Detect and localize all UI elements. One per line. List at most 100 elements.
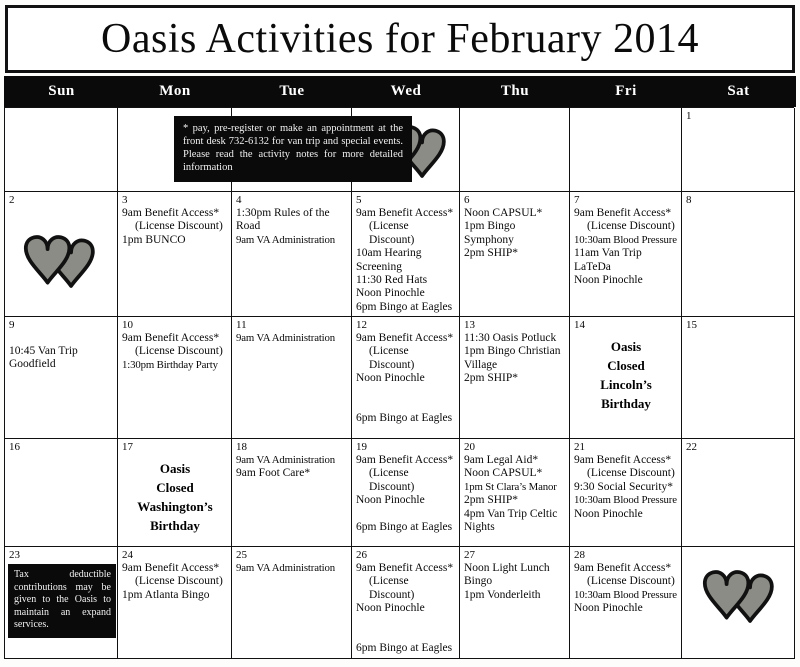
event-list: 9am Benefit Access* (License Discount) 10:… xyxy=(574,562,678,616)
event-item[interactable]: (License Discount) xyxy=(135,345,223,358)
event-item[interactable]: (License Discount) xyxy=(587,220,675,233)
event-item[interactable]: Noon Pinochle xyxy=(356,602,425,615)
event-item[interactable]: 1pm Bingo Christian Village xyxy=(464,345,561,371)
event-item[interactable]: 9am Benefit Access* xyxy=(356,207,454,219)
event-item[interactable]: 2pm SHIP* xyxy=(464,494,518,507)
event-item[interactable]: 9am Benefit Access* xyxy=(356,562,454,574)
event-item[interactable]: 9am Benefit Access* xyxy=(356,454,454,466)
event-item[interactable]: 2pm SHIP* xyxy=(464,247,518,260)
tax-deductible-notice: Tax deductible contributions may be give… xyxy=(8,564,116,638)
event-item[interactable]: 1:30pm Birthday Party xyxy=(122,358,218,371)
event-item[interactable]: 1pm Vonderleith xyxy=(464,588,541,601)
event-item[interactable]: Noon CAPSUL* xyxy=(464,207,543,219)
day-number: 14 xyxy=(574,319,585,331)
day-cell-12[interactable]: 12 9am Benefit Access* (License Discount) N… xyxy=(352,317,460,439)
event-item[interactable]: 1pm BUNCO xyxy=(122,233,186,246)
event-item[interactable]: 9am Benefit Access* xyxy=(122,562,220,574)
day-cell-4[interactable]: 4 1:30pm Rules of the Road 9am VA Administ… xyxy=(232,192,352,317)
event-item[interactable]: 9am Benefit Access* xyxy=(574,454,672,466)
event-item[interactable]: (License Discount) xyxy=(369,220,415,246)
day-number: 3 xyxy=(122,194,128,206)
event-item[interactable]: 9am VA Administration xyxy=(236,332,336,344)
event-item[interactable]: 4pm Van Trip Celtic Nights xyxy=(464,507,558,534)
event-item[interactable]: 9am Foot Care* xyxy=(236,467,311,480)
day-cell-empty[interactable]: * pay, pre-register or make an appointme… xyxy=(118,108,412,192)
day-cell-2[interactable]: 2 xyxy=(5,192,118,317)
event-item[interactable]: (License Discount) xyxy=(587,575,675,588)
event-item[interactable]: 9am Benefit Access* xyxy=(356,332,454,344)
event-item[interactable]: 9:30 Social Security* xyxy=(574,480,674,493)
day-cell-empty[interactable] xyxy=(570,108,682,192)
day-cell-13[interactable]: 13 11:30 Oasis Potluck 1pm Bingo Christian… xyxy=(460,317,570,439)
day-cell-8[interactable]: 8 xyxy=(682,192,795,317)
day-cell-15[interactable]: 15 xyxy=(682,317,795,439)
day-cell-9[interactable]: 9 10:45 Van Trip Goodfield xyxy=(5,317,118,439)
event-item[interactable]: Noon Pinochle xyxy=(574,274,643,287)
event-item[interactable]: 6pm Bingo at Eagles xyxy=(356,411,453,424)
day-cell-14[interactable]: 14 Oasis Closed Lincoln’s Birthday xyxy=(570,317,682,439)
day-cell-empty[interactable] xyxy=(460,108,570,192)
event-item[interactable]: Noon Light Lunch Bingo xyxy=(464,562,550,588)
day-cell-1[interactable]: 1 xyxy=(682,108,795,192)
day-cell-27[interactable]: 27 Noon Light Lunch Bingo 1pm Vonderleith xyxy=(460,547,570,659)
event-item[interactable]: 9am Benefit Access* xyxy=(574,562,672,574)
event-item[interactable]: (License Discount) xyxy=(135,220,223,233)
day-cell-3[interactable]: 3 9am Benefit Access* (License Discount) 1p… xyxy=(118,192,232,317)
event-item[interactable]: 9am Benefit Access* xyxy=(122,332,220,344)
event-item[interactable]: Noon Pinochle xyxy=(356,287,425,300)
event-list: 11:30 Oasis Potluck 1pm Bingo Christian V… xyxy=(464,332,566,386)
event-item[interactable]: 9am VA Administration xyxy=(236,233,336,246)
day-cell-21[interactable]: 21 9am Benefit Access* (License Discount) 9… xyxy=(570,439,682,547)
event-item[interactable]: 11:30 Red Hats xyxy=(356,274,428,287)
event-item[interactable]: 10:45 Van Trip Goodfield xyxy=(9,345,78,371)
day-cell-6[interactable]: 6 Noon CAPSUL* 1pm Bingo Symphony 2pm SHIP* xyxy=(460,192,570,317)
event-item[interactable]: (License Discount) xyxy=(369,467,415,493)
day-cell-5[interactable]: 5 9am Benefit Access* (License Discount) 10… xyxy=(352,192,460,317)
day-cell-28[interactable]: 28 9am Benefit Access* (License Discount) 1… xyxy=(570,547,682,659)
event-item[interactable]: Noon Pinochle xyxy=(356,494,425,507)
event-item[interactable]: 9am Legal Aid* xyxy=(464,454,539,466)
event-item[interactable]: 6pm Bingo at Eagles xyxy=(356,641,453,654)
day-cell-empty[interactable] xyxy=(682,547,795,659)
day-cell-17[interactable]: 17 Oasis Closed Washington’s Birthday xyxy=(118,439,232,547)
event-item[interactable]: 9am VA Administration xyxy=(236,562,336,574)
day-cell-23[interactable]: 23 Tax deductible contributions may be gi… xyxy=(5,547,118,659)
event-item[interactable]: 10:30am Blood Pressure xyxy=(574,233,677,246)
event-item[interactable]: 6pm Bingo at Eagles xyxy=(356,300,453,313)
day-cell-24[interactable]: 24 9am Benefit Access* (License Discount) 1… xyxy=(118,547,232,659)
day-cell-25[interactable]: 25 9am VA Administration xyxy=(232,547,352,659)
event-item[interactable]: Noon Pinochle xyxy=(574,602,643,615)
event-item[interactable]: 1pm Bingo Symphony xyxy=(464,220,516,246)
day-number: 7 xyxy=(574,194,580,206)
day-cell-7[interactable]: 7 9am Benefit Access* (License Discount) 10… xyxy=(570,192,682,317)
event-item[interactable]: 10:30am Blood Pressure xyxy=(574,494,677,507)
day-cell-10[interactable]: 10 9am Benefit Access* (License Discount) 1… xyxy=(118,317,232,439)
event-item[interactable]: (License Discount) xyxy=(369,345,415,371)
event-item[interactable]: 11:30 Oasis Potluck xyxy=(464,332,557,344)
event-item[interactable]: 10am Hearing Screening xyxy=(356,247,422,273)
event-item[interactable]: 1pm Atlanta Bingo xyxy=(122,588,210,601)
day-cell-20[interactable]: 20 9am Legal Aid* Noon CAPSUL* 1pm St Clara… xyxy=(460,439,570,547)
day-cell-22[interactable]: 22 xyxy=(682,439,795,547)
event-item[interactable]: 6pm Bingo at Eagles xyxy=(356,520,453,533)
day-cell-empty[interactable] xyxy=(5,108,118,192)
day-cell-19[interactable]: 19 9am Benefit Access* (License Discount) N… xyxy=(352,439,460,547)
event-item[interactable]: (License Discount) xyxy=(587,467,675,480)
event-item[interactable]: 11am Van Trip LaTeDa xyxy=(574,247,642,273)
event-item[interactable]: 9am Benefit Access* xyxy=(122,207,220,219)
event-item[interactable]: Noon Pinochle xyxy=(356,372,425,385)
event-item[interactable]: 9am VA Administration xyxy=(236,454,336,466)
event-item[interactable]: 9am Benefit Access* xyxy=(574,207,672,219)
event-item[interactable]: Noon CAPSUL* xyxy=(464,467,543,480)
event-item[interactable]: (License Discount) xyxy=(135,575,223,588)
event-item[interactable]: (License Discount) xyxy=(369,575,415,601)
day-cell-11[interactable]: 11 9am VA Administration xyxy=(232,317,352,439)
event-item[interactable]: Noon Pinochle xyxy=(574,507,643,520)
event-item[interactable]: 10:30am Blood Pressure xyxy=(574,588,677,601)
event-item[interactable]: 2pm SHIP* xyxy=(464,372,518,385)
day-cell-18[interactable]: 18 9am VA Administration 9am Foot Care* xyxy=(232,439,352,547)
day-cell-16[interactable]: 16 xyxy=(5,439,118,547)
event-item[interactable]: 1:30pm Rules of the Road xyxy=(236,207,330,233)
day-cell-26[interactable]: 26 9am Benefit Access* (License Discount) N… xyxy=(352,547,460,659)
event-item[interactable]: 1pm St Clara’s Manor xyxy=(464,480,557,493)
